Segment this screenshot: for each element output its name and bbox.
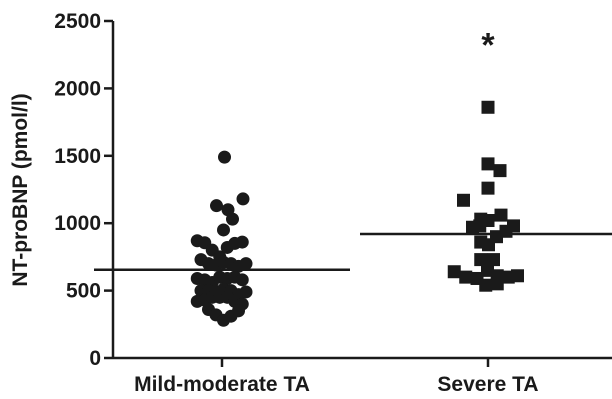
data-point-square [490,230,503,244]
chart-annotations: * [481,27,495,65]
data-point-square [479,278,493,292]
y-tick-label: 1500 [54,145,101,168]
x-tick-label: Severe TA [437,373,538,396]
data-point-square [511,269,524,283]
data-point-square [459,270,473,284]
data-point-circle [217,223,230,237]
data-point-circle [235,273,249,287]
data-point-circle [239,285,253,299]
data-point-square [494,208,508,222]
data-point-square [481,157,495,171]
data-point-square [466,220,479,234]
data-point-square [447,265,461,279]
data-point-circle [239,257,253,271]
data-point-square [481,181,495,195]
data-point-square [457,193,470,207]
y-tick-label: 2500 [54,10,101,33]
y-axis-label: NT-proBNP (pmol/l) [9,93,32,286]
data-point-square [493,164,507,178]
y-tick-label: 0 [89,347,101,370]
data-point-circle [236,192,250,206]
data-point-circle [232,304,245,318]
data-point-square [474,253,488,267]
data-point-circle [210,199,223,213]
y-axis-ticks: 0 500 1000 1500 2000 2500 [54,10,113,370]
x-tick-label: Mild-moderate TA [134,373,310,396]
median-lines [94,232,612,271]
y-tick-label: 2000 [54,77,101,100]
x-axis-ticks: Mild-moderate TA Severe TA [134,358,539,396]
data-point-circle [218,150,231,164]
data-point-circle [235,235,249,249]
significance-asterisk: * [481,27,495,65]
data-point-square [487,253,500,267]
y-tick-label: 500 [66,280,101,303]
data-point-circle [226,212,239,226]
data-points [190,100,524,327]
data-point-square [481,100,495,114]
y-tick-label: 1000 [54,212,101,235]
data-point-square [490,277,504,291]
